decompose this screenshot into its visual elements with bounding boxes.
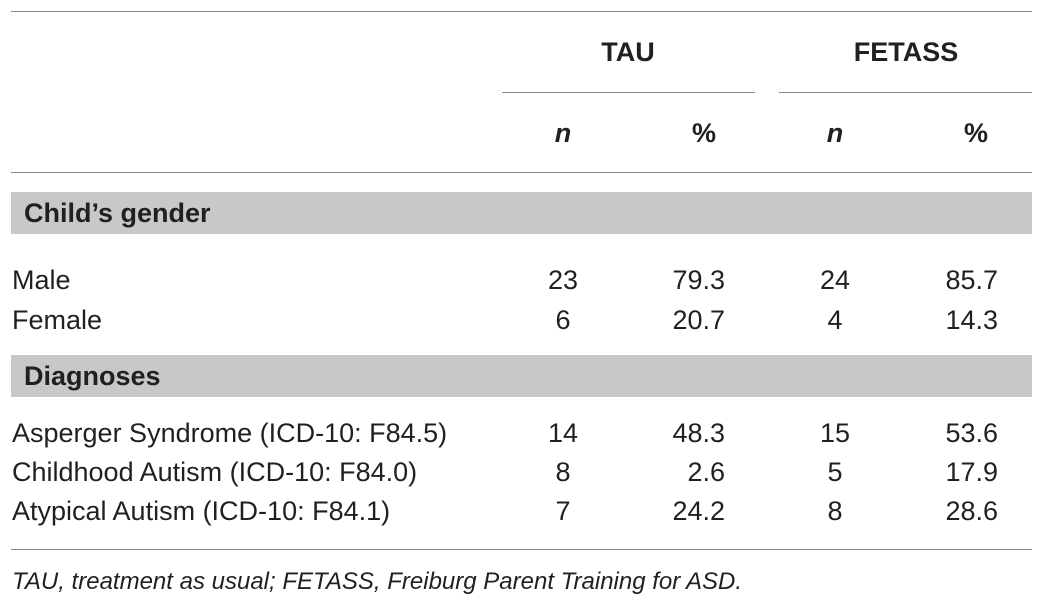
row-label: Atypical Autism (ICD-10: F84.1) — [12, 496, 391, 526]
subheader-fetass-percent: % — [963, 118, 988, 148]
cell-fetass-n: 24 — [819, 265, 851, 295]
table-footnote: TAU, treatment as usual; FETASS, Freibur… — [12, 568, 743, 595]
row-label: Childhood Autism (ICD-10: F84.0) — [12, 457, 418, 487]
section-band-diagnoses — [11, 355, 1032, 397]
cell-tau-n: 23 — [547, 265, 579, 295]
header-rule — [11, 172, 1032, 173]
group-header-fetass: FETASS — [853, 37, 959, 67]
cell-fetass-n: 5 — [827, 457, 843, 487]
cell-fetass-percent: 53.6 — [945, 418, 998, 448]
top-rule — [11, 11, 1032, 12]
section-title-diagnoses: Diagnoses — [24, 361, 161, 391]
subheader-tau-n: n — [554, 118, 572, 148]
cell-fetass-percent: 17.9 — [945, 457, 998, 487]
cell-fetass-percent: 85.7 — [945, 265, 998, 295]
cell-tau-percent: 20.7 — [672, 305, 725, 335]
cell-tau-percent: 48.3 — [672, 418, 725, 448]
cell-tau-n: 8 — [555, 457, 571, 487]
cell-fetass-n: 15 — [819, 418, 851, 448]
section-band-gender — [11, 192, 1032, 234]
cell-tau-percent: 79.3 — [672, 265, 725, 295]
group-rule-fetass — [779, 92, 1032, 93]
subheader-fetass-n: n — [826, 118, 844, 148]
cell-fetass-percent: 28.6 — [945, 496, 998, 526]
subheader-tau-percent: % — [691, 118, 716, 148]
row-label: Female — [12, 305, 103, 335]
cell-fetass-n: 8 — [827, 496, 843, 526]
cell-tau-n: 6 — [555, 305, 571, 335]
cell-tau-n: 7 — [555, 496, 571, 526]
row-label: Male — [12, 265, 71, 295]
cell-tau-n: 14 — [547, 418, 579, 448]
bottom-rule — [11, 549, 1032, 550]
cell-fetass-n: 4 — [827, 305, 843, 335]
cell-tau-percent: 24.2 — [672, 496, 725, 526]
group-header-tau: TAU — [601, 37, 655, 67]
section-title-gender: Child’s gender — [24, 198, 211, 228]
group-rule-tau — [502, 92, 755, 93]
cell-tau-percent: 2.6 — [687, 457, 725, 487]
cell-fetass-percent: 14.3 — [945, 305, 998, 335]
row-label: Asperger Syndrome (ICD-10: F84.5) — [12, 418, 448, 448]
